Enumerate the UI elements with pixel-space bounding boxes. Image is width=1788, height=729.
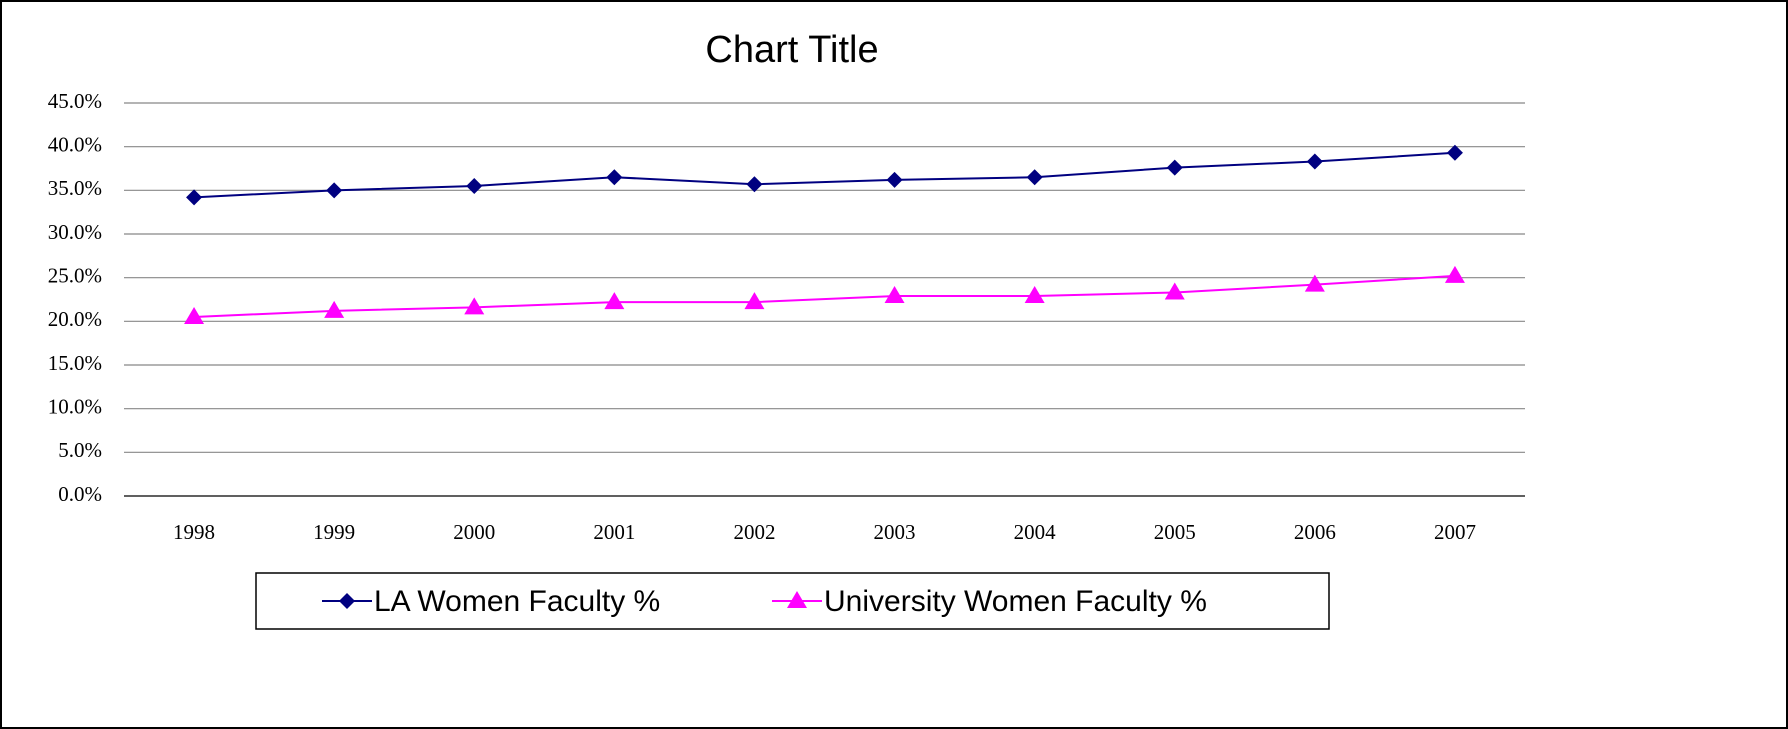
data-point bbox=[326, 182, 343, 199]
legend-label: LA Women Faculty % bbox=[374, 585, 660, 618]
y-tick-label: 5.0% bbox=[58, 438, 102, 462]
data-point bbox=[1306, 153, 1323, 170]
x-tick-label: 2003 bbox=[874, 520, 916, 544]
y-tick-label: 40.0% bbox=[48, 132, 102, 156]
y-tick-label: 25.0% bbox=[48, 263, 102, 287]
x-tick-label: 2007 bbox=[1434, 520, 1476, 544]
x-tick-label: 2006 bbox=[1294, 520, 1336, 544]
series-line bbox=[194, 151, 1456, 199]
data-point bbox=[466, 177, 483, 194]
x-tick-label: 2001 bbox=[593, 520, 635, 544]
y-tick-label: 30.0% bbox=[48, 220, 102, 244]
data-point bbox=[606, 169, 623, 186]
data-point bbox=[1446, 144, 1463, 161]
legend-marker bbox=[339, 593, 355, 609]
data-point bbox=[1164, 282, 1185, 300]
data-point bbox=[744, 292, 765, 310]
data-point bbox=[1444, 265, 1465, 283]
y-tick-label: 35.0% bbox=[48, 176, 102, 200]
data-point bbox=[186, 189, 203, 206]
x-tick-label: 1998 bbox=[173, 520, 215, 544]
data-point bbox=[604, 292, 625, 310]
data-point bbox=[1304, 274, 1325, 292]
data-point bbox=[324, 300, 345, 318]
x-tick-label: 2002 bbox=[733, 520, 775, 544]
x-tick-label: 2004 bbox=[1014, 520, 1057, 544]
series-line bbox=[194, 274, 1456, 318]
data-point bbox=[184, 306, 205, 324]
legend-marker bbox=[787, 591, 807, 608]
x-tick-label: 2005 bbox=[1154, 520, 1196, 544]
y-tick-label: 45.0% bbox=[48, 89, 102, 113]
data-point bbox=[464, 297, 485, 315]
data-point bbox=[884, 286, 905, 304]
y-tick-label: 20.0% bbox=[48, 307, 102, 331]
y-tick-label: 0.0% bbox=[58, 482, 102, 506]
x-tick-label: 1999 bbox=[313, 520, 355, 544]
data-point bbox=[746, 176, 763, 193]
x-tick-label: 2000 bbox=[453, 520, 495, 544]
chart-title: Chart Title bbox=[705, 29, 878, 71]
y-tick-label: 15.0% bbox=[48, 351, 102, 375]
y-tick-label: 10.0% bbox=[48, 394, 102, 418]
data-point bbox=[1026, 169, 1043, 186]
legend-label: University Women Faculty % bbox=[824, 585, 1207, 618]
data-point bbox=[1166, 159, 1183, 176]
data-point bbox=[886, 171, 903, 188]
data-point bbox=[1024, 286, 1045, 304]
